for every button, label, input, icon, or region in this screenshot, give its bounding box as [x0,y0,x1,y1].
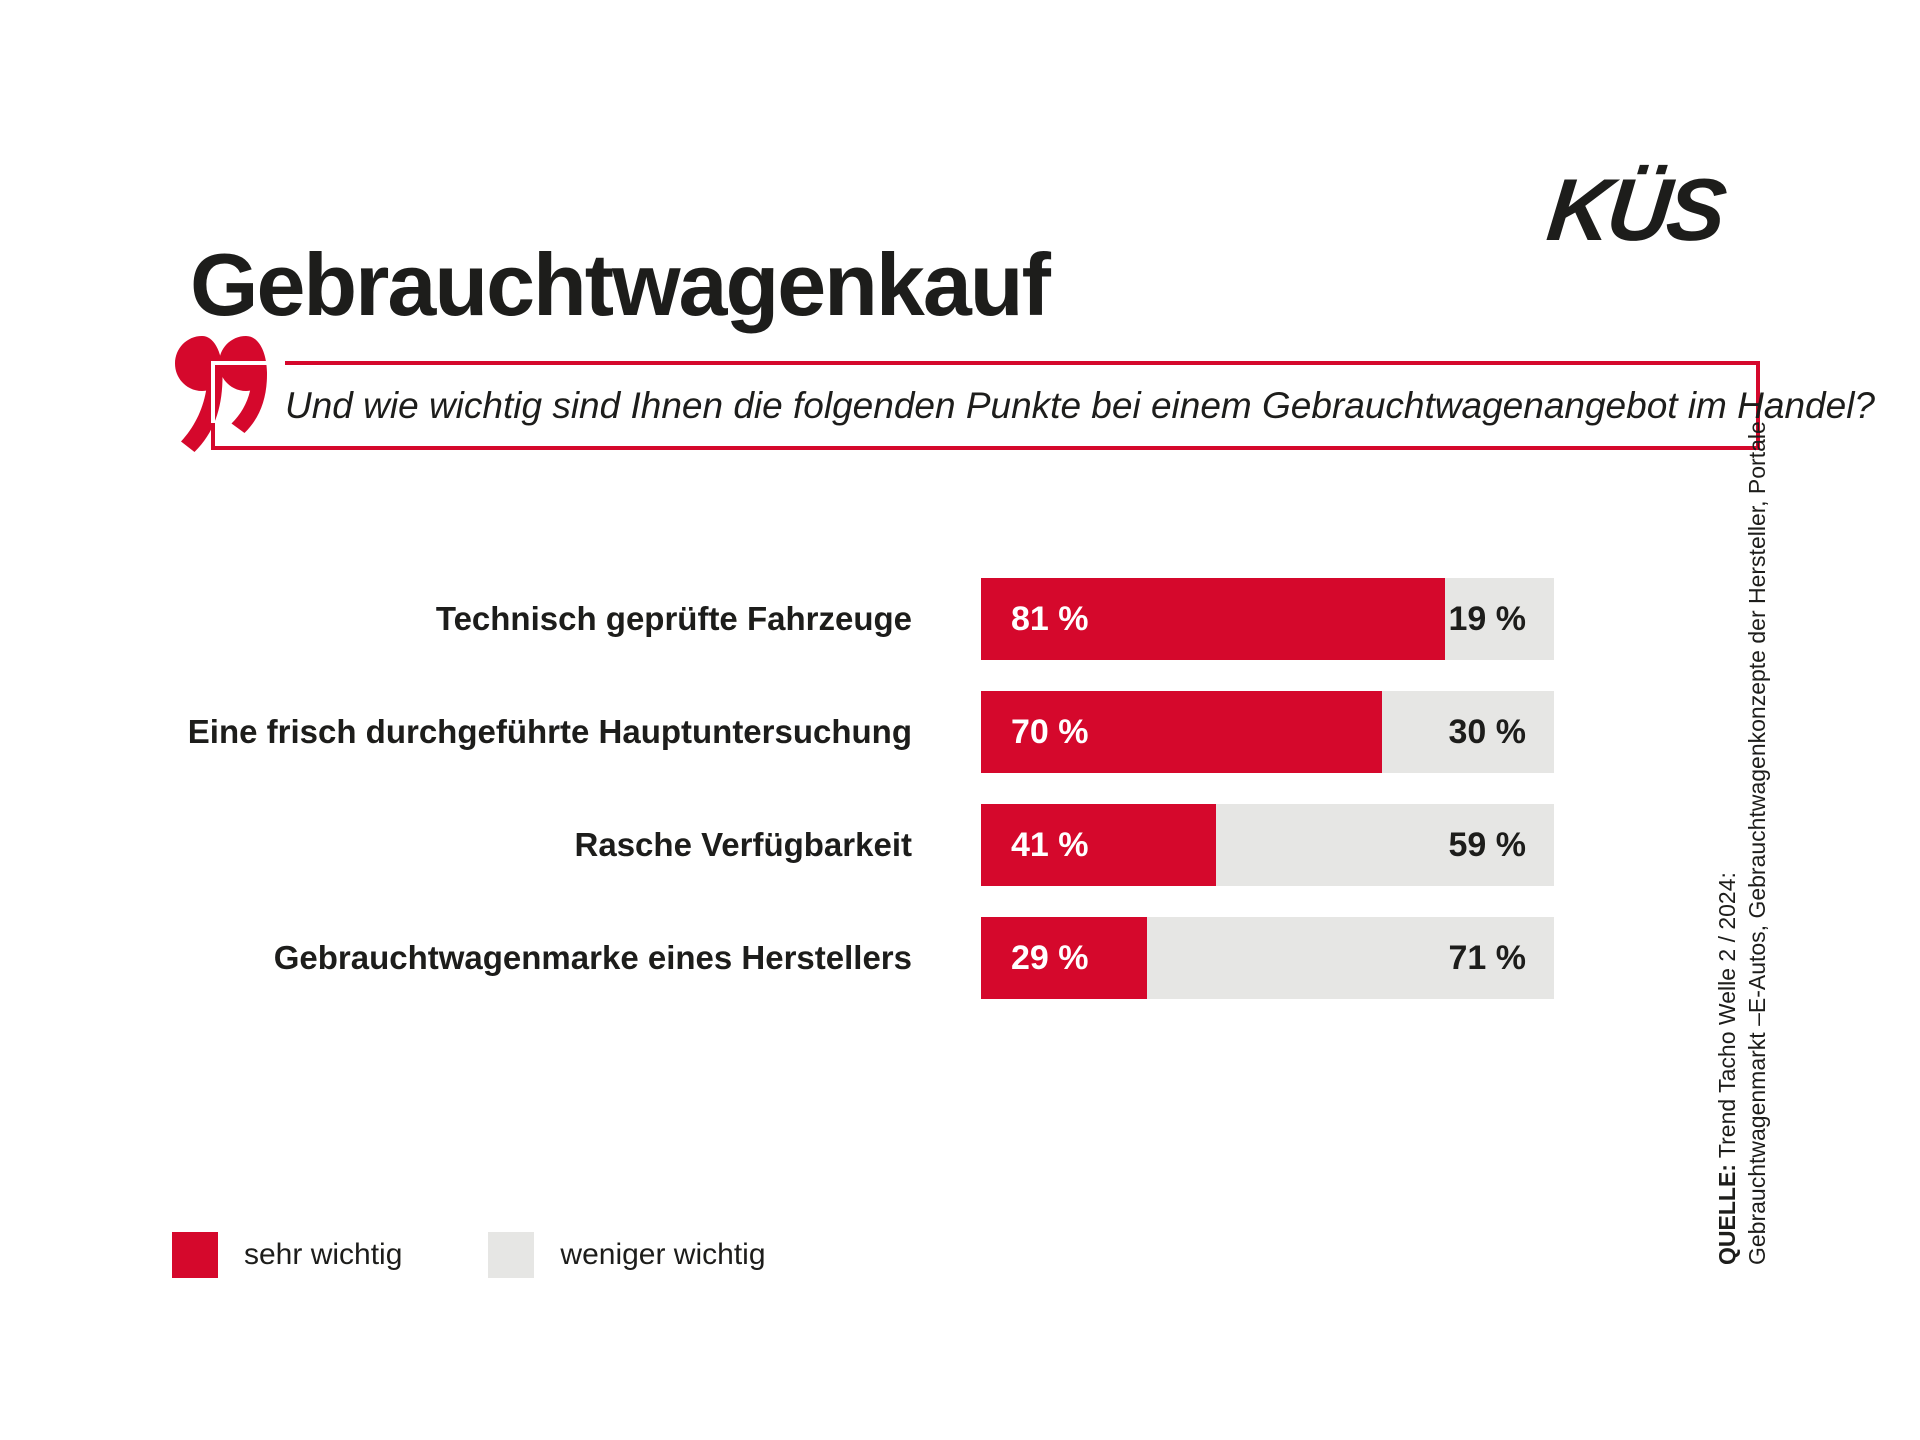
question-box: Und wie wichtig sind Ihnen die folgenden… [211,361,1875,450]
value-label-weniger-wichtig: 30 % [1448,712,1527,751]
legend-item: sehr wichtig [172,1232,488,1278]
chart-row: Gebrauchtwagenmarke eines Herstellers 29… [0,917,1920,999]
bar-segment-weniger-wichtig: 59 % [1215,804,1554,886]
bar-segment-weniger-wichtig: 71 % [1147,917,1554,999]
legend-item: weniger wichtig [488,1232,766,1278]
legend: sehr wichtig weniger wichtig [172,1232,766,1278]
chart-row: Eine frisch durchgeführte Hauptuntersuch… [0,691,1920,773]
source-line-2: Gebrauchtwagenmarkt –E-Autos, Gebrauchtw… [1744,421,1770,1265]
value-label-sehr-wichtig: 41 % [1011,825,1089,864]
stacked-bar: 41 % 59 % [981,804,1554,886]
legend-label: sehr wichtig [244,1238,403,1271]
border-gap-top [211,361,285,365]
category-label: Gebrauchtwagenmarke eines Herstellers [273,939,912,976]
chart-row: Technisch geprüfte Fahrzeuge 81 % 19 % [0,578,1920,660]
bar-segment-weniger-wichtig: 30 % [1382,691,1554,773]
stacked-bar: 70 % 30 % [981,691,1554,773]
category-label: Technisch geprüfte Fahrzeuge [435,600,912,637]
source-prefix: QUELLE: [1714,1164,1740,1265]
value-label-weniger-wichtig: 71 % [1448,938,1527,977]
category-label: Rasche Verfügbarkeit [574,826,912,863]
stacked-bar-chart: Technisch geprüfte Fahrzeuge 81 % 19 % E… [0,578,1920,1030]
value-label-sehr-wichtig: 29 % [1011,938,1089,977]
value-label-weniger-wichtig: 19 % [1448,599,1527,638]
chart-row: Rasche Verfügbarkeit 41 % 59 % [0,804,1920,886]
source-note: QUELLE: Trend Tacho Welle 2 / 2024: Gebr… [1712,421,1772,1265]
legend-swatch [172,1232,218,1278]
legend-swatch [488,1232,535,1278]
bar-segment-sehr-wichtig: 41 % [981,804,1216,886]
bar-segment-sehr-wichtig: 81 % [981,578,1446,660]
border-gap-left [211,361,215,423]
kus-logo: KÜS [1542,160,1728,259]
stacked-bar: 81 % 19 % [981,578,1554,660]
source-line1-text: Trend Tacho Welle 2 / 2024: [1714,872,1740,1165]
question-text: Und wie wichtig sind Ihnen die folgenden… [285,385,1875,426]
value-label-sehr-wichtig: 81 % [1011,599,1089,638]
bar-segment-sehr-wichtig: 29 % [981,917,1148,999]
stacked-bar: 29 % 71 % [981,917,1554,999]
quote-marks-icon [175,336,267,452]
category-label: Eine frisch durchgeführte Hauptuntersuch… [187,713,912,750]
page-title: Gebrauchtwagenkauf [190,234,1051,334]
bar-segment-sehr-wichtig: 70 % [981,691,1383,773]
value-label-weniger-wichtig: 59 % [1448,825,1527,864]
legend-label: weniger wichtig [560,1238,766,1271]
value-label-sehr-wichtig: 70 % [1011,712,1089,751]
bar-segment-weniger-wichtig: 19 % [1445,578,1554,660]
source-line-1: QUELLE: Trend Tacho Welle 2 / 2024: [1712,575,1742,1265]
